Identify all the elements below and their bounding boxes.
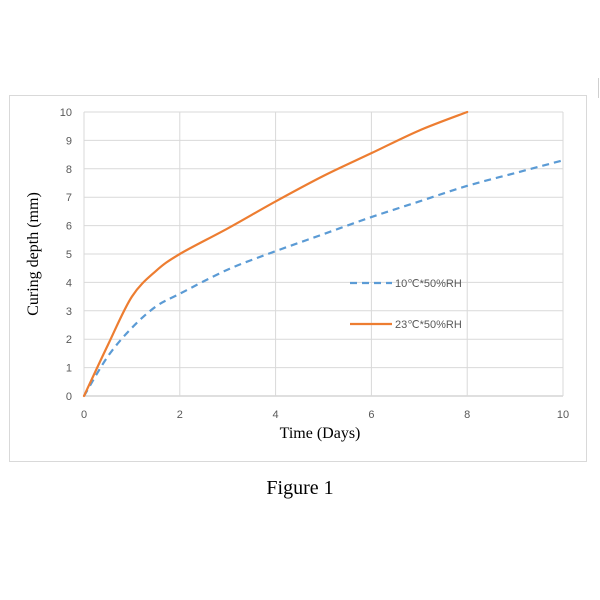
x-tick-label: 4 — [273, 409, 279, 421]
y-tick-label: 1 — [66, 363, 72, 375]
legend-label-2: 23℃*50%RH — [395, 319, 462, 331]
figure-caption: Figure 1 — [266, 477, 334, 499]
x-tick-label: 8 — [464, 409, 470, 421]
series-line-1 — [83, 159, 564, 397]
chart-frame — [9, 95, 587, 462]
y-tick-label: 2 — [66, 334, 72, 346]
y-tick-label: 9 — [66, 135, 72, 147]
series-line-2 — [82, 110, 469, 398]
gridlines — [83, 111, 564, 397]
legend: 10℃*50%RH 23℃*50%RH — [350, 278, 462, 331]
tick-labels: 0 1 2 3 4 5 6 7 8 9 10 0 2 4 6 8 10 — [60, 107, 569, 421]
edge-divider — [598, 78, 599, 98]
y-tick-label: 4 — [66, 277, 72, 289]
x-tick-label: 6 — [368, 409, 374, 421]
y-tick-label: 6 — [66, 221, 72, 233]
x-tick-label: 0 — [81, 409, 87, 421]
y-tick-label: 3 — [66, 306, 72, 318]
y-tick-label: 5 — [66, 249, 72, 261]
series-lines — [82, 110, 564, 398]
y-tick-label: 10 — [60, 107, 72, 119]
y-tick-label: 8 — [66, 164, 72, 176]
legend-label-1: 10℃*50%RH — [395, 278, 462, 290]
y-tick-label: 0 — [66, 391, 72, 403]
x-tick-label: 10 — [557, 409, 569, 421]
y-tick-label: 7 — [66, 192, 72, 204]
x-axis-title: Time (Days) — [280, 425, 361, 442]
y-axis-title: Curing depth (mm) — [25, 192, 42, 316]
x-tick-label: 2 — [177, 409, 183, 421]
